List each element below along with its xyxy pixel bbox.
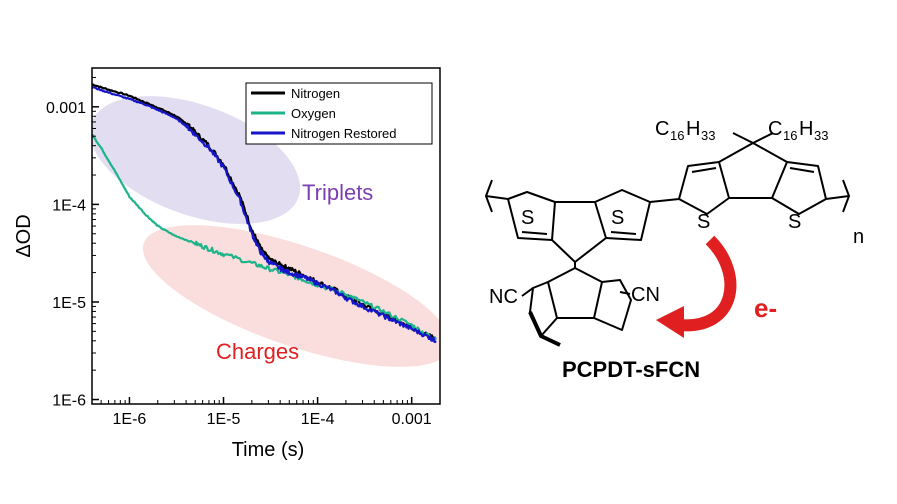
x-axis-label: Time (s)	[232, 439, 305, 461]
nitrile-label-left: NC	[489, 286, 518, 308]
chemical-structure	[485, 132, 850, 347]
svg-text:16: 16	[670, 128, 684, 143]
y-tick-label: 0.001	[46, 100, 86, 117]
chart: 1E-6 1E-5 1E-4 0.001 1E-6 1E-5 1E-4 0.001 Time…	[13, 67, 441, 461]
x-axis: 1E-6 1E-5 1E-4 0.001	[91, 397, 441, 428]
series-line-nitrogen-restored	[92, 86, 437, 344]
series-line-nitrogen	[92, 83, 437, 342]
bond-cn-right	[619, 291, 631, 295]
x-tick-label: 1E-5	[207, 411, 241, 428]
legend: Nitrogen Oxygen Nitrogen Restored	[245, 82, 433, 145]
y-axis: 1E-6 1E-5 1E-4 0.001	[46, 76, 99, 410]
sulfur-label-3: S	[697, 211, 710, 233]
x-tick-label: 0.001	[392, 411, 432, 428]
ring-fluorene-right	[593, 279, 632, 331]
svg-text:C: C	[655, 118, 669, 140]
svg-text:H: H	[686, 118, 700, 140]
ring-pentagon-2	[718, 142, 788, 199]
legend-label-nitrogen: Nitrogen	[291, 86, 340, 101]
annotation-triplets: Triplets	[302, 180, 373, 205]
svg-text:33: 33	[814, 128, 828, 143]
ring-pentagon-1	[551, 201, 607, 263]
alkyl-label-left: C 16 H 33	[655, 118, 715, 143]
svg-text:H: H	[799, 118, 813, 140]
legend-label-nitrogen-restored: Nitrogen Restored	[291, 126, 397, 141]
nitrile-label-right: CN	[631, 284, 660, 306]
electron-transfer-arrow	[679, 235, 737, 332]
bond-right-end	[825, 195, 850, 200]
svg-text:33: 33	[701, 128, 715, 143]
charges-region	[142, 225, 440, 367]
x-tick-label: 1E-6	[113, 411, 147, 428]
sulfur-label-2: S	[611, 207, 624, 229]
sulfur-label-4: S	[788, 211, 801, 233]
x-tick-label: 1E-4	[301, 411, 335, 428]
bond-alkyl-left	[732, 132, 754, 144]
bond-double-2	[610, 231, 637, 235]
bond-double-3	[691, 167, 717, 173]
electron-label: e-	[754, 293, 777, 323]
compound-name: PCPDT-sFCN	[562, 357, 700, 382]
ring-fluorene-five	[547, 267, 603, 319]
series-line-oxygen	[92, 133, 437, 343]
bond-link	[649, 198, 680, 203]
ring-fluorene-left	[529, 281, 558, 337]
bond-bold-left	[528, 311, 561, 347]
legend-label-oxygen: Oxygen	[291, 106, 336, 121]
annotation-charges: Charges	[216, 339, 299, 364]
alkyl-label-right: C 16 H 33	[768, 118, 828, 143]
svg-text:16: 16	[783, 128, 797, 143]
sulfur-label-1: S	[521, 207, 534, 229]
arrowhead	[656, 306, 684, 338]
bond-left-end	[485, 195, 509, 200]
y-axis-label: ΔOD	[13, 214, 35, 257]
y-tick-label: 1E-4	[52, 197, 86, 214]
bond-double-4	[789, 167, 815, 173]
series-group	[92, 83, 437, 344]
plot-frame	[91, 67, 441, 405]
ring-thiophene-3	[678, 161, 730, 215]
bond-double-1	[521, 231, 548, 235]
y-tick-label: 1E-6	[52, 393, 86, 410]
ring-thiophene-1	[507, 191, 556, 241]
chemical-labels: S S S S C 16 H 33 C 16 H 33 NC CN n e- P…	[489, 118, 864, 382]
ring-thiophene-4	[771, 161, 827, 215]
y-tick-label: 1E-5	[52, 295, 86, 312]
svg-text:C: C	[768, 118, 782, 140]
bond-cn-left	[521, 287, 534, 297]
bond-alkyl-right	[752, 132, 774, 144]
repeat-label: n	[853, 226, 864, 248]
